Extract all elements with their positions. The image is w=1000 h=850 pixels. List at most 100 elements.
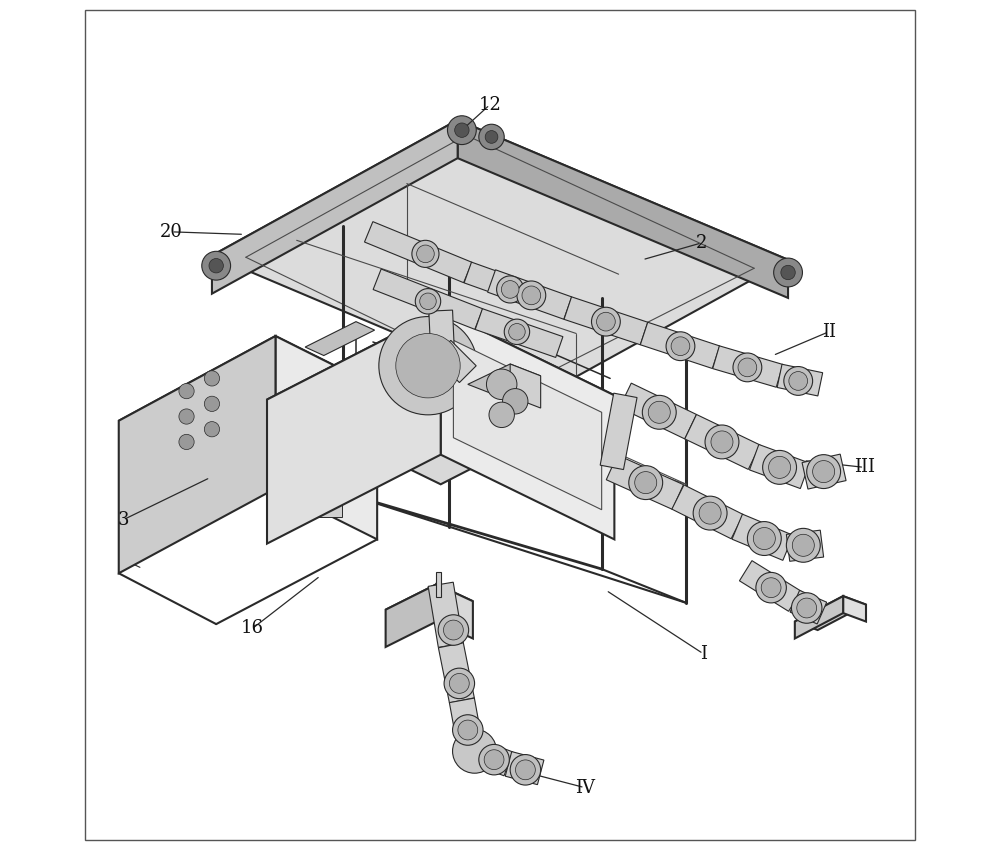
Polygon shape bbox=[640, 322, 720, 369]
Circle shape bbox=[786, 529, 820, 562]
Circle shape bbox=[417, 245, 434, 263]
Text: III: III bbox=[854, 458, 875, 476]
Circle shape bbox=[635, 472, 657, 494]
Circle shape bbox=[648, 401, 670, 423]
Polygon shape bbox=[600, 394, 637, 469]
Circle shape bbox=[791, 592, 822, 623]
Polygon shape bbox=[790, 591, 827, 624]
Circle shape bbox=[179, 409, 194, 424]
Circle shape bbox=[738, 358, 757, 377]
Circle shape bbox=[420, 293, 436, 309]
Polygon shape bbox=[428, 582, 463, 648]
Polygon shape bbox=[470, 740, 513, 776]
Circle shape bbox=[179, 434, 194, 450]
Circle shape bbox=[455, 123, 469, 138]
Polygon shape bbox=[275, 336, 377, 540]
Polygon shape bbox=[732, 514, 793, 560]
Circle shape bbox=[705, 425, 739, 459]
Circle shape bbox=[693, 496, 727, 530]
Polygon shape bbox=[434, 340, 476, 382]
Circle shape bbox=[458, 720, 478, 740]
Text: I: I bbox=[700, 645, 707, 663]
Circle shape bbox=[699, 502, 721, 524]
Circle shape bbox=[204, 422, 220, 437]
Circle shape bbox=[484, 750, 504, 769]
Circle shape bbox=[449, 673, 469, 694]
Circle shape bbox=[774, 258, 802, 287]
Circle shape bbox=[769, 456, 791, 479]
Polygon shape bbox=[606, 455, 683, 509]
Circle shape bbox=[444, 668, 475, 699]
Text: II: II bbox=[822, 323, 836, 341]
Circle shape bbox=[792, 535, 814, 556]
Circle shape bbox=[504, 319, 530, 344]
Polygon shape bbox=[436, 584, 473, 638]
Circle shape bbox=[517, 281, 546, 309]
Polygon shape bbox=[475, 309, 563, 358]
Circle shape bbox=[510, 755, 541, 785]
Bar bbox=[281, 491, 342, 517]
Circle shape bbox=[479, 124, 504, 150]
Polygon shape bbox=[458, 120, 788, 298]
Circle shape bbox=[807, 455, 841, 489]
Circle shape bbox=[179, 383, 194, 399]
Circle shape bbox=[733, 353, 762, 382]
Circle shape bbox=[756, 572, 786, 603]
Circle shape bbox=[485, 131, 498, 144]
Text: IV: IV bbox=[575, 779, 595, 796]
Circle shape bbox=[509, 324, 525, 340]
Polygon shape bbox=[777, 365, 823, 396]
Circle shape bbox=[763, 450, 797, 484]
Circle shape bbox=[479, 745, 509, 775]
Circle shape bbox=[443, 620, 463, 640]
Polygon shape bbox=[505, 751, 544, 785]
Polygon shape bbox=[713, 346, 783, 388]
Polygon shape bbox=[386, 584, 473, 626]
Circle shape bbox=[797, 598, 817, 618]
Circle shape bbox=[412, 241, 439, 268]
Circle shape bbox=[202, 252, 231, 280]
Text: 2: 2 bbox=[696, 234, 707, 252]
Polygon shape bbox=[365, 222, 472, 283]
Polygon shape bbox=[429, 310, 454, 349]
Polygon shape bbox=[212, 120, 788, 395]
Circle shape bbox=[592, 307, 620, 336]
Polygon shape bbox=[843, 596, 866, 621]
Circle shape bbox=[597, 312, 615, 331]
Circle shape bbox=[415, 289, 441, 314]
Polygon shape bbox=[267, 310, 614, 484]
Polygon shape bbox=[441, 310, 614, 540]
Circle shape bbox=[396, 333, 460, 398]
Polygon shape bbox=[564, 297, 648, 345]
Polygon shape bbox=[453, 340, 602, 510]
Polygon shape bbox=[672, 484, 743, 539]
Circle shape bbox=[516, 760, 535, 779]
Circle shape bbox=[486, 369, 517, 399]
Bar bbox=[281, 431, 353, 480]
Polygon shape bbox=[449, 698, 483, 749]
Polygon shape bbox=[488, 269, 572, 320]
Polygon shape bbox=[510, 364, 541, 408]
Circle shape bbox=[747, 522, 781, 555]
Circle shape bbox=[813, 461, 835, 483]
Circle shape bbox=[489, 402, 514, 428]
Polygon shape bbox=[750, 445, 810, 489]
Circle shape bbox=[761, 578, 781, 598]
Circle shape bbox=[629, 466, 663, 500]
Polygon shape bbox=[386, 584, 436, 647]
Polygon shape bbox=[685, 415, 760, 469]
Circle shape bbox=[781, 265, 795, 280]
Circle shape bbox=[209, 258, 223, 273]
Circle shape bbox=[453, 729, 497, 774]
Polygon shape bbox=[802, 454, 846, 489]
Circle shape bbox=[453, 715, 483, 745]
Circle shape bbox=[642, 395, 676, 429]
Polygon shape bbox=[438, 643, 474, 703]
Circle shape bbox=[447, 116, 476, 144]
Polygon shape bbox=[795, 596, 843, 638]
Circle shape bbox=[784, 366, 813, 395]
Polygon shape bbox=[373, 269, 483, 329]
Polygon shape bbox=[119, 336, 377, 472]
Circle shape bbox=[204, 371, 220, 386]
Circle shape bbox=[503, 388, 528, 414]
